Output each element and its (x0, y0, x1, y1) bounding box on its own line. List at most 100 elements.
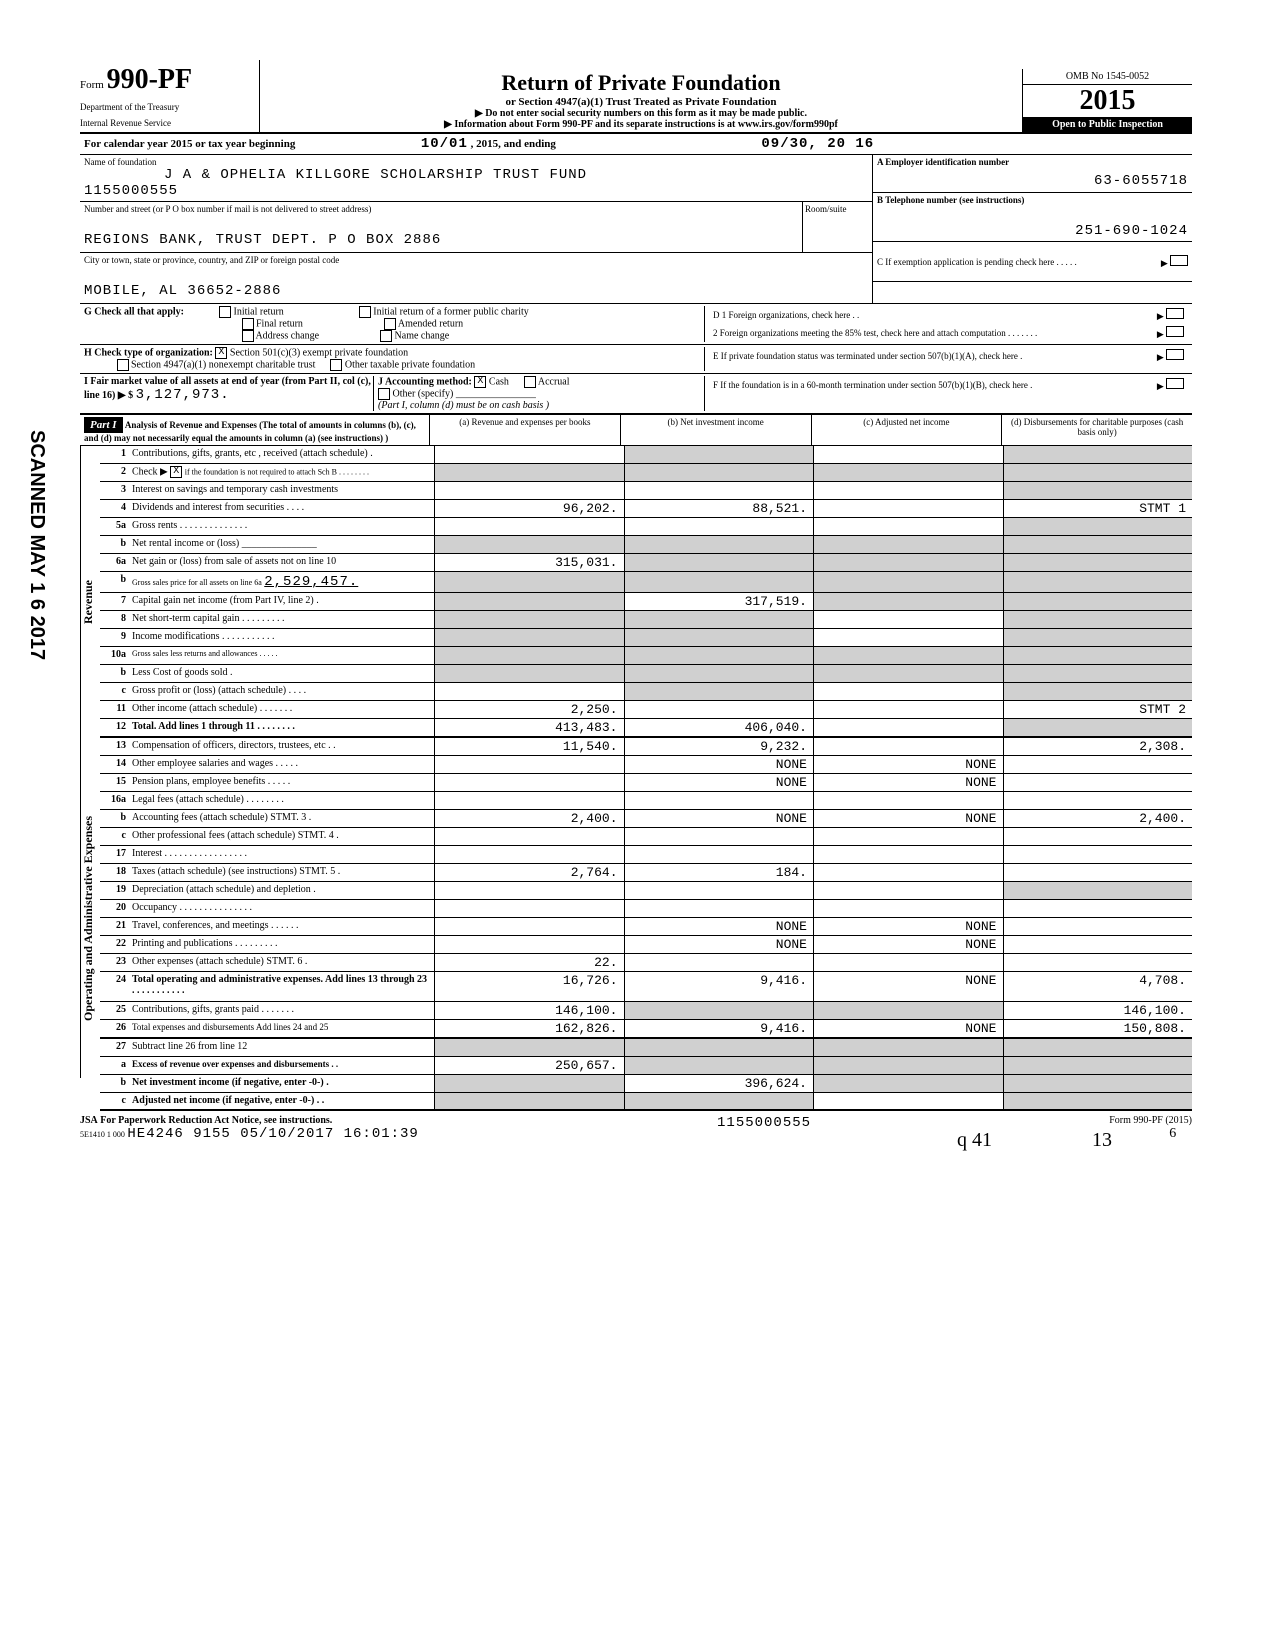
row-num: 27 (100, 1039, 130, 1056)
f-checkbox[interactable] (1166, 378, 1184, 389)
col-d-header: (d) Disbursements for charitable purpose… (1002, 415, 1192, 445)
row-val: 16,726. (435, 972, 625, 1001)
row-num: 5a (100, 518, 130, 535)
e-checkbox[interactable] (1166, 349, 1184, 360)
g-addr-checkbox[interactable] (242, 330, 254, 342)
d2-label: 2 Foreign organizations meeting the 85% … (713, 328, 1037, 338)
d1-checkbox[interactable] (1166, 308, 1184, 319)
row-val: NONE (625, 918, 815, 935)
j-note: (Part I, column (d) must be on cash basi… (378, 400, 549, 411)
row-val: NONE (814, 756, 1004, 773)
row-num: 1 (100, 446, 130, 463)
d1-label: D 1 Foreign organizations, check here . … (713, 310, 859, 320)
row-val: 250,657. (435, 1057, 625, 1074)
row-num: 24 (100, 972, 130, 1001)
row-label: Other employee salaries and wages . . . … (130, 756, 435, 773)
h-4947-checkbox[interactable] (117, 359, 129, 371)
foundation-addr: REGIONS BANK, TRUST DEPT. P O BOX 2886 (84, 232, 798, 248)
h-other-checkbox[interactable] (330, 359, 342, 371)
col-c-header: (c) Adjusted net income (812, 415, 1003, 445)
row-label: Taxes (attach schedule) (see instruction… (130, 864, 435, 881)
row-num: a (100, 1057, 130, 1074)
row-val: 96,202. (435, 500, 625, 517)
row-num: c (100, 828, 130, 845)
j-accrual-checkbox[interactable] (524, 376, 536, 388)
row-num: 16a (100, 792, 130, 809)
row-label: Other professional fees (attach schedule… (130, 828, 435, 845)
row-label: Net investment income (if negative, ente… (130, 1075, 435, 1092)
g-former-checkbox[interactable] (359, 306, 371, 318)
row-val: 9,232. (625, 738, 815, 755)
tax-year: 2015 (1023, 85, 1192, 117)
footer-stamp: HE4246 9155 05/10/2017 16:01:39 (127, 1126, 418, 1142)
row-label: Total. Add lines 1 through 11 . . . . . … (130, 719, 435, 736)
i-value: 3,127,973. (136, 387, 230, 403)
omb-number: OMB No 1545-0052 (1023, 69, 1192, 85)
r2-checkbox[interactable]: X (170, 466, 182, 478)
g-o5: Amended return (398, 318, 463, 329)
part1-header-row: Part I Analysis of Revenue and Expenses … (80, 415, 1192, 446)
form-word: Form (80, 79, 104, 91)
row-num: 9 (100, 629, 130, 646)
g-row: G Check all that apply: Initial return I… (80, 304, 1192, 345)
foundation-city: MOBILE, AL 36652-2886 (84, 283, 868, 299)
h-o3: Other taxable private foundation (345, 359, 475, 370)
calendar-year-row: For calendar year 2015 or tax year begin… (80, 134, 1192, 155)
foundation-name: J A & OPHELIA KILLGORE SCHOLARSHIP TRUST… (84, 167, 868, 183)
col-a-header: (a) Revenue and expenses per books (430, 415, 621, 445)
row-label: Gross rents . . . . . . . . . . . . . . (130, 518, 435, 535)
ein-label: A Employer identification number (877, 157, 1188, 167)
row-val: 146,100. (435, 1002, 625, 1019)
row-val: 396,624. (625, 1075, 815, 1092)
row-val: STMT 1 (1004, 500, 1193, 517)
part1-title: Analysis of Revenue and Expenses (The to… (84, 420, 416, 443)
row-val: NONE (814, 936, 1004, 953)
row-num: b (100, 572, 130, 592)
row-num: c (100, 1093, 130, 1109)
row-label: Other expenses (attach schedule) STMT. 6… (130, 954, 435, 971)
c-checkbox[interactable] (1170, 255, 1188, 266)
row-label: Travel, conferences, and meetings . . . … (130, 918, 435, 935)
g-o6: Name change (395, 330, 450, 341)
row-num: 6a (100, 554, 130, 571)
g-o3: Address change (255, 330, 319, 341)
footer-page: 6 (1169, 1126, 1176, 1141)
row-val: NONE (625, 810, 815, 827)
open-public: Open to Public Inspection (1023, 117, 1192, 132)
j-other-checkbox[interactable] (378, 388, 390, 400)
g-initial-checkbox[interactable] (219, 306, 231, 318)
row-val: 184. (625, 864, 815, 881)
g-amended-checkbox[interactable] (384, 318, 396, 330)
j-cash-checkbox[interactable]: X (474, 376, 486, 388)
row-num: 22 (100, 936, 130, 953)
row-val: 2,250. (435, 701, 625, 718)
row-label: Net rental income or (loss) ____________… (130, 536, 435, 553)
dept-treasury: Department of the Treasury (80, 102, 251, 112)
row-label: Interest . . . . . . . . . . . . . . . .… (130, 846, 435, 863)
row-num: 3 (100, 482, 130, 499)
g-final-checkbox[interactable] (242, 318, 254, 330)
row-val: 2,400. (435, 810, 625, 827)
cal-begin: 10/01 (421, 136, 468, 152)
row-val: 150,808. (1004, 1020, 1193, 1037)
g-name-checkbox[interactable] (380, 330, 392, 342)
row-label: Total operating and administrative expen… (130, 972, 435, 1001)
f-label: F If the foundation is in a 60-month ter… (713, 380, 1032, 390)
row-label: Less Cost of goods sold . (130, 665, 435, 682)
row-num: 23 (100, 954, 130, 971)
row-label: Excess of revenue over expenses and disb… (130, 1057, 435, 1074)
row-label: Printing and publications . . . . . . . … (130, 936, 435, 953)
row-label: Gross profit or (loss) (attach schedule)… (130, 683, 435, 700)
footer-paperwork: For Paperwork Reduction Act Notice, see … (100, 1115, 332, 1126)
row-val: NONE (814, 918, 1004, 935)
row-val: NONE (625, 936, 815, 953)
row-val: 315,031. (435, 554, 625, 571)
h-501c3-checkbox[interactable]: X (215, 347, 227, 359)
row-val: NONE (814, 972, 1004, 1001)
subtitle: or Section 4947(a)(1) Trust Treated as P… (268, 96, 1014, 108)
row-num: 26 (100, 1020, 130, 1037)
d2-checkbox[interactable] (1166, 326, 1184, 337)
row-label: Depreciation (attach schedule) and deple… (130, 882, 435, 899)
row-label: Occupancy . . . . . . . . . . . . . . . (130, 900, 435, 917)
row-label: Capital gain net income (from Part IV, l… (130, 593, 435, 610)
